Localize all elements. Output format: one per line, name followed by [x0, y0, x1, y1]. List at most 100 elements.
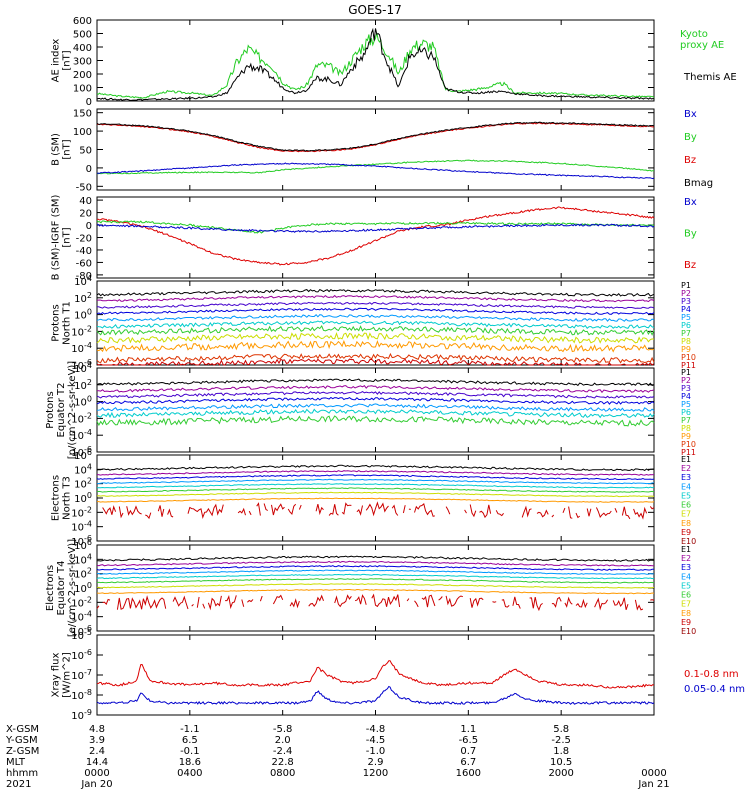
channel-line-e9 [356, 505, 363, 516]
channel-line-e9 [102, 598, 111, 605]
ephemeris-value: 1600 [456, 768, 481, 779]
y-axis-label: Electrons [45, 565, 56, 611]
channel-line-p10 [96, 352, 655, 364]
channel-line-e9 [341, 502, 352, 515]
channel-line-p6 [96, 320, 655, 330]
channel-line-e9 [479, 504, 492, 519]
channel-line-e9 [564, 596, 573, 608]
y-axis-label: [nT] [62, 227, 73, 247]
ephemeris-row-label: 2021 [6, 779, 31, 790]
panel-frame [96, 108, 655, 191]
channel-line-e9 [551, 514, 555, 518]
ephemeris-value: 6.5 [182, 735, 198, 746]
y-tick-label: 100 [74, 491, 92, 505]
channel-line-e9 [259, 595, 263, 602]
channel-line-e6 [96, 578, 655, 584]
channel-line-e9 [575, 598, 588, 609]
legend-entry: 0.05-0.4 nm [684, 684, 745, 695]
channel-label: E6 [681, 591, 691, 600]
y-axis-label: B (SM)-IGRF (SM) [51, 195, 62, 281]
channel-label: P6 [681, 408, 691, 417]
channel-line-e9 [118, 506, 124, 519]
ephemeris-value: 0800 [270, 768, 295, 779]
y-tick-label: 104 [74, 361, 92, 375]
y-tick-label: 102 [74, 477, 92, 491]
channel-line-p3 [96, 301, 655, 309]
channel-line-e9 [445, 506, 451, 515]
channel-line-p7 [96, 325, 655, 336]
legend-entry: By [684, 132, 697, 143]
ephemeris-value: 2.4 [89, 746, 105, 757]
y-tick-label: 0 [86, 164, 92, 175]
y-tick-label: 300 [73, 57, 92, 68]
channel-line-p6 [96, 408, 655, 419]
channel-line-p9 [96, 339, 655, 353]
channel-line-e9 [649, 506, 655, 510]
series-line-bx [96, 162, 655, 180]
channel-line-e9 [575, 512, 581, 519]
channel-label: E8 [681, 519, 691, 528]
channel-line-e9 [469, 504, 477, 518]
ephemeris-value: 10.5 [550, 757, 572, 768]
channel-line-e9 [145, 512, 152, 520]
y-axis-label: [e/(cm^2-s-sr-keV)] [67, 539, 78, 637]
y-axis-label: Equator T4 [56, 561, 67, 616]
channel-line-e9 [421, 594, 436, 608]
channel-line-e9 [621, 506, 631, 520]
legend-entry: Bmag [684, 178, 713, 189]
channel-line-p5 [96, 313, 655, 322]
channel-line-e5 [96, 573, 655, 580]
panel-5: 104 102 100 10-2 10-4 10-6 Protons Equator T2 [p… [45, 361, 696, 460]
y-tick-label: 10-6 [71, 534, 92, 548]
channel-line-e3 [96, 565, 655, 571]
channel-line-e9 [414, 503, 436, 517]
channel-line-e2 [96, 560, 654, 567]
ephemeris-value: 0000 [641, 768, 666, 779]
channel-label: E2 [681, 464, 691, 473]
y-tick-label: 106 [74, 448, 92, 462]
y-tick-label: 104 [74, 462, 92, 476]
channel-line-e2 [96, 470, 655, 476]
channel-line-e9 [595, 507, 612, 519]
channel-line-e9 [391, 504, 399, 516]
channel-label: E1 [681, 545, 691, 554]
panel-1: 0 100 200 300 400 500 600 AE index [nT] Kyotoprox… [51, 16, 737, 108]
channel-label: P10 [681, 353, 696, 362]
y-axis-label: Electrons [51, 475, 62, 521]
channel-label: P4 [681, 305, 691, 314]
channel-label: E4 [681, 572, 691, 581]
series-line-by [96, 159, 655, 175]
channel-line-e7 [96, 491, 655, 498]
channel-line-e9 [650, 599, 655, 601]
channel-line-e9 [207, 595, 222, 611]
channel-line-e9 [225, 595, 237, 610]
ephemeris-value: 1.1 [460, 724, 476, 735]
y-tick-label: 100 [74, 581, 92, 595]
legend-entry: Themis AE [683, 72, 737, 83]
channel-line-e9 [187, 503, 224, 520]
ephemeris-row-label: Z-GSM [6, 746, 39, 757]
channel-line-e9 [469, 597, 484, 608]
panel-frame [96, 367, 655, 453]
ephemeris-value: Jan 21 [637, 779, 669, 790]
channel-line-p1 [96, 288, 655, 297]
channel-label: E2 [681, 554, 691, 563]
ephemeris-value: -2.5 [551, 735, 571, 746]
channel-line-e9 [512, 596, 521, 609]
y-tick-label: 500 [73, 30, 92, 41]
channel-line-e9 [237, 507, 246, 516]
legend-entry: Bz [684, 260, 696, 271]
panel-3: -80 -60-40-20 020 40 B (SM)-IGRF (SM) [nT] Bx B… [51, 195, 697, 282]
x-axis-ephemeris: X-GSM 4.8 -1.1 -5.8 -4.8 1.1 5.8 Y-GSM 3.9 6.5 2.0… [5, 724, 670, 790]
channel-label: P3 [681, 384, 691, 393]
channel-line-e9 [562, 507, 566, 513]
channel-label: P7 [681, 416, 691, 425]
y-tick-label: 10-2 [71, 505, 92, 519]
channel-label: P2 [681, 376, 691, 385]
channel-line-p2 [96, 294, 655, 303]
channel-line-e9 [315, 503, 324, 516]
ephemeris-value: -0.1 [180, 746, 200, 757]
y-tick-label: 10-6 [71, 358, 92, 372]
